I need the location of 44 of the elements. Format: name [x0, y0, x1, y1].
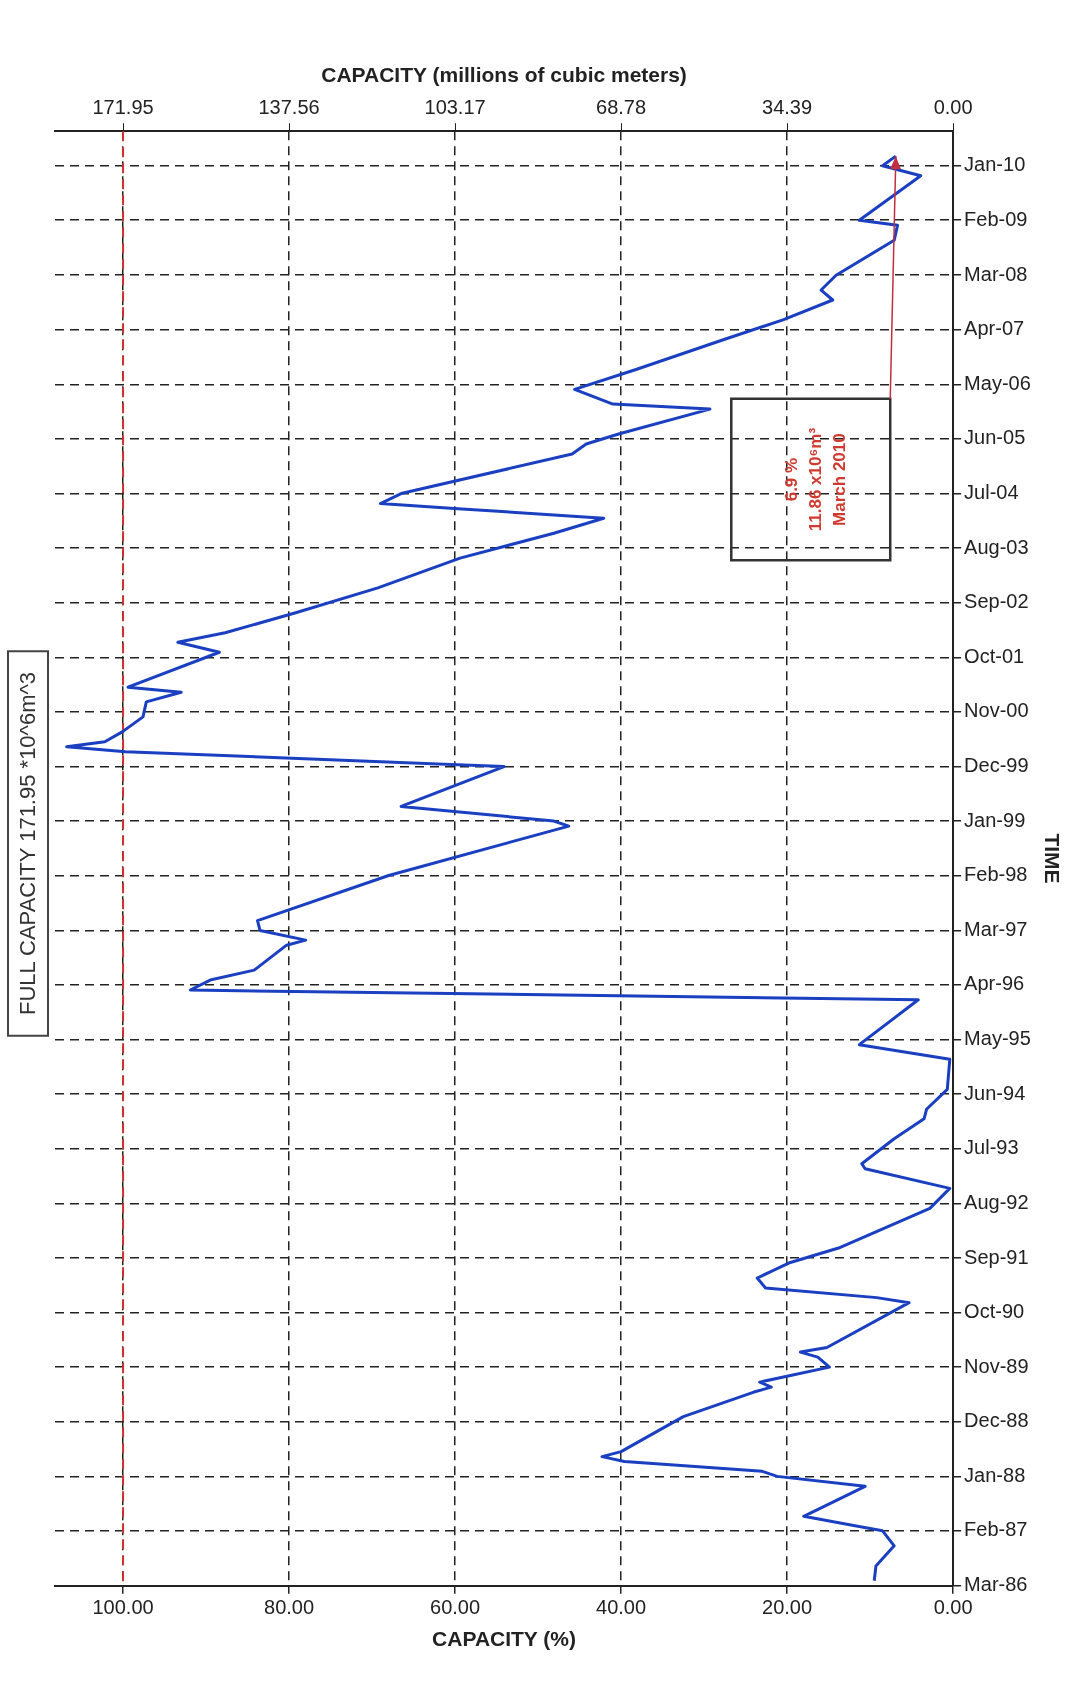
x2-tick-label: 34.39: [762, 95, 813, 118]
y-tick-label: Feb-09: [964, 207, 1028, 230]
y-tick-label: Dec-99: [964, 754, 1029, 777]
y-tick-label: Aug-03: [964, 535, 1029, 558]
y-tick-label: May-95: [964, 1027, 1031, 1050]
y-tick-label: Apr-07: [964, 317, 1025, 340]
x-tick-label: 80.00: [264, 1596, 315, 1619]
y-tick-label: Apr-96: [964, 972, 1025, 995]
x-axis-title: CAPACITY (%): [432, 1627, 577, 1651]
x2-tick-label: 0.00: [933, 95, 973, 118]
y-tick-label: May-06: [964, 371, 1031, 394]
y-tick-label: Nov-89: [964, 1354, 1029, 1377]
annotation: 6.9 % 11.86 x10⁶m³ March 2010: [782, 427, 850, 532]
y-tick-label: Mar-97: [964, 918, 1028, 941]
y-tick-label: Jul-93: [964, 1136, 1019, 1159]
x-tick-label: 100.00: [92, 1596, 154, 1619]
y-tick-label: Dec-88: [964, 1409, 1029, 1432]
y-axis-title: TIME: [1040, 833, 1064, 884]
x-tick-label: 0.00: [933, 1596, 973, 1619]
y-tick-label: Jul-04: [964, 481, 1019, 504]
y-tick-label: Mar-08: [964, 262, 1028, 285]
y-tick-label: Oct-01: [964, 644, 1025, 667]
x2-tick-label: 103.17: [424, 95, 486, 118]
y-tick-label: Jun-05: [964, 426, 1026, 449]
y-tick-label: Jun-94: [964, 1081, 1026, 1104]
y-tick-label: Jan-99: [964, 808, 1026, 831]
y-tick-label: Jan-88: [964, 1463, 1026, 1486]
y-tick-label: Feb-98: [964, 863, 1028, 886]
y-tick-label: Jan-10: [964, 153, 1026, 176]
x-tick-label: 40.00: [596, 1596, 647, 1619]
y-tick-label: Aug-92: [964, 1190, 1029, 1213]
y-tick-label: Nov-00: [964, 699, 1029, 722]
x2-tick-label: 171.95: [92, 95, 154, 118]
x2-axis-title: CAPACITY (millions of cubic meters): [321, 63, 687, 87]
y-tick-label: Oct-90: [964, 1300, 1025, 1323]
y-tick-label: Sep-02: [964, 590, 1029, 613]
y-tick-label: Mar-86: [964, 1573, 1028, 1596]
x2-tick-label: 137.56: [258, 95, 320, 118]
x-tick-label: 20.00: [762, 1596, 813, 1619]
x-tick-label: 60.00: [430, 1596, 481, 1619]
x2-tick-label: 68.78: [596, 95, 647, 118]
text: FULL CAPACITY 171.95 *10^6m^3: [15, 671, 41, 1016]
y-tick-label: Sep-91: [964, 1245, 1029, 1268]
y-tick-label: Feb-87: [964, 1518, 1028, 1541]
